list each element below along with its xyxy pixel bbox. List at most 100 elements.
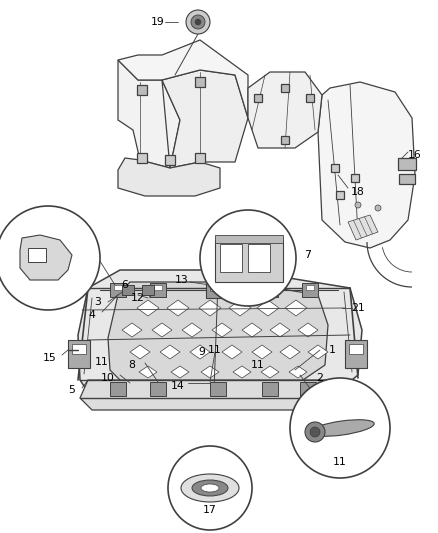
Polygon shape <box>122 323 142 337</box>
Ellipse shape <box>310 419 374 437</box>
Polygon shape <box>285 300 307 316</box>
Text: 11: 11 <box>208 345 222 355</box>
Polygon shape <box>201 366 219 378</box>
Ellipse shape <box>181 474 239 502</box>
Text: 1: 1 <box>328 345 336 355</box>
Polygon shape <box>162 70 248 168</box>
Text: 4: 4 <box>88 310 95 320</box>
Text: 11: 11 <box>333 457 347 467</box>
Bar <box>336 191 344 199</box>
Bar <box>137 153 147 163</box>
Bar <box>215 240 283 282</box>
Text: 11: 11 <box>251 360 265 370</box>
Polygon shape <box>139 366 157 378</box>
Circle shape <box>200 210 296 306</box>
Text: 2: 2 <box>317 373 323 383</box>
Bar <box>154 285 162 290</box>
Polygon shape <box>318 82 415 248</box>
Text: 15: 15 <box>43 353 57 363</box>
Polygon shape <box>280 345 300 359</box>
Text: 17: 17 <box>203 505 217 515</box>
Bar <box>210 382 226 396</box>
Text: 3: 3 <box>95 297 102 307</box>
Polygon shape <box>171 366 189 378</box>
Polygon shape <box>108 282 328 382</box>
Polygon shape <box>190 345 210 359</box>
Bar <box>254 94 262 102</box>
Polygon shape <box>289 366 307 378</box>
Bar <box>399 174 415 184</box>
Text: 14: 14 <box>171 381 185 391</box>
Bar <box>220 283 228 291</box>
Bar <box>262 283 278 297</box>
Bar <box>349 344 363 354</box>
Polygon shape <box>212 323 232 337</box>
Bar <box>150 382 166 396</box>
Polygon shape <box>118 158 220 196</box>
Polygon shape <box>167 300 189 316</box>
Bar <box>110 382 126 396</box>
Text: 16: 16 <box>408 150 422 160</box>
Bar <box>220 244 242 272</box>
Bar <box>300 382 316 396</box>
Bar <box>398 158 416 170</box>
Bar <box>28 248 46 262</box>
Circle shape <box>186 10 210 34</box>
Bar <box>210 283 218 291</box>
Polygon shape <box>229 300 251 316</box>
Circle shape <box>168 446 252 530</box>
Polygon shape <box>270 323 290 337</box>
Polygon shape <box>252 345 272 359</box>
Bar <box>142 285 154 295</box>
Bar <box>345 340 367 368</box>
Text: 8: 8 <box>129 360 135 370</box>
Text: 5: 5 <box>69 385 75 395</box>
Bar <box>137 85 147 95</box>
Polygon shape <box>257 300 279 316</box>
Text: 6: 6 <box>122 280 128 290</box>
Text: 21: 21 <box>351 303 365 313</box>
Polygon shape <box>298 323 318 337</box>
Polygon shape <box>348 215 378 240</box>
Bar <box>150 283 166 297</box>
Bar <box>165 155 175 165</box>
Circle shape <box>375 205 381 211</box>
Text: 7: 7 <box>304 250 311 260</box>
Bar <box>302 283 318 297</box>
Polygon shape <box>152 323 172 337</box>
Text: 11: 11 <box>95 357 109 367</box>
Bar <box>122 285 134 295</box>
Bar <box>215 235 283 243</box>
Bar <box>114 285 122 290</box>
Polygon shape <box>199 300 221 316</box>
Polygon shape <box>137 300 159 316</box>
Bar <box>214 285 222 290</box>
Polygon shape <box>242 323 262 337</box>
Circle shape <box>305 422 325 442</box>
Bar <box>206 280 230 298</box>
Polygon shape <box>160 345 180 359</box>
Ellipse shape <box>201 484 219 492</box>
Bar <box>210 283 226 297</box>
Text: 10: 10 <box>101 373 115 383</box>
Bar <box>110 283 126 297</box>
Polygon shape <box>118 40 248 118</box>
Text: 18: 18 <box>351 187 365 197</box>
Polygon shape <box>261 366 279 378</box>
Circle shape <box>0 206 100 310</box>
Bar <box>248 244 270 272</box>
Bar <box>72 344 86 354</box>
Text: 9: 9 <box>198 347 205 357</box>
Polygon shape <box>20 235 72 280</box>
Text: 19: 19 <box>151 17 165 27</box>
Bar <box>331 164 339 172</box>
Polygon shape <box>118 60 180 168</box>
Polygon shape <box>233 366 251 378</box>
Polygon shape <box>222 345 242 359</box>
Circle shape <box>355 202 361 208</box>
Bar <box>281 136 289 144</box>
Circle shape <box>191 15 205 29</box>
Polygon shape <box>78 270 362 398</box>
Polygon shape <box>80 380 342 410</box>
Text: 13: 13 <box>175 275 189 285</box>
